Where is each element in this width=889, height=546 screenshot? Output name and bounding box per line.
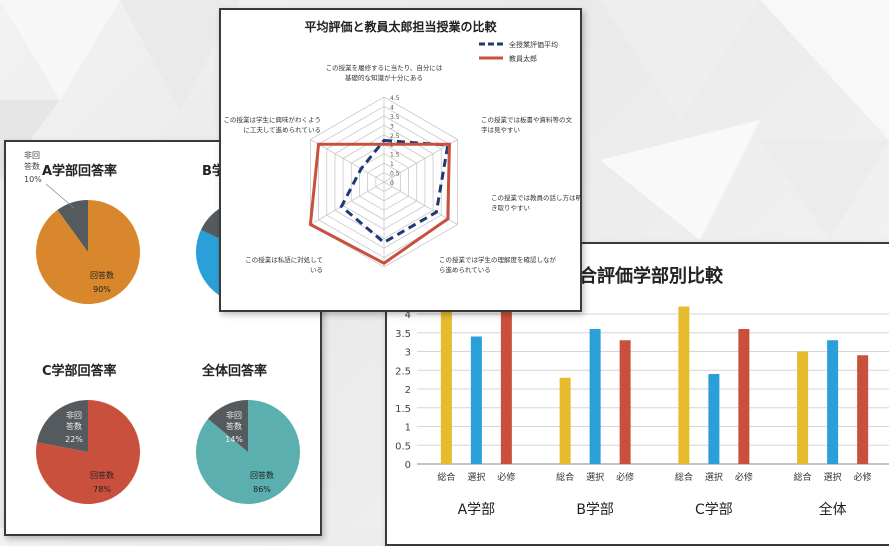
unanswered-label: 非回 bbox=[226, 410, 242, 420]
y-tick-label: 3.5 bbox=[395, 329, 411, 340]
bar bbox=[470, 336, 482, 464]
y-tick-label: 4 bbox=[405, 310, 411, 321]
group-label: A学部 bbox=[458, 502, 496, 518]
bar bbox=[827, 340, 839, 464]
leader-line bbox=[45, 183, 75, 209]
radar-axis-label: この授業では教員の話し方は明瞭で聞 bbox=[491, 193, 580, 202]
bar bbox=[440, 310, 452, 464]
radar-tick-label: 4.5 bbox=[390, 95, 400, 102]
unanswered-percent: 22% bbox=[65, 435, 83, 444]
category-label: 総合 bbox=[437, 471, 455, 483]
bar bbox=[857, 355, 869, 464]
radar-axis-label: 字は見やすい bbox=[481, 125, 520, 134]
radar-series-line bbox=[308, 142, 451, 265]
pie-slice-unanswered bbox=[57, 200, 88, 252]
radar-tick-label: 0 bbox=[390, 180, 394, 187]
bar bbox=[678, 306, 690, 464]
radar-spoke bbox=[383, 181, 458, 225]
bar bbox=[500, 310, 512, 464]
group-label: 全体 bbox=[819, 501, 847, 518]
bar bbox=[619, 340, 631, 464]
unanswered-label-2: 答数 bbox=[226, 421, 242, 431]
answered-percent: 78% bbox=[93, 485, 111, 494]
pie-title-c: C学部回答率 bbox=[42, 364, 117, 379]
category-label: 総合 bbox=[556, 471, 574, 483]
radar-axis-label: ら進められている bbox=[439, 265, 491, 274]
legend-label: 教員太郎 bbox=[509, 54, 537, 63]
radar-axis-label: き取りやすい bbox=[491, 204, 530, 212]
answered-percent: 90% bbox=[93, 285, 111, 294]
radar-axis-label: に工夫して進められている bbox=[243, 125, 321, 134]
y-tick-label: 2 bbox=[405, 385, 411, 396]
radar-axis-label: この授業は私語に対処して bbox=[245, 255, 323, 264]
unanswered-label: 非回 bbox=[66, 410, 82, 420]
unanswered-label-2: 答数 bbox=[66, 421, 82, 431]
radar-tick-label: 3.5 bbox=[390, 114, 400, 121]
bar bbox=[708, 374, 720, 464]
pie-title-all: 全体回答率 bbox=[202, 364, 268, 379]
category-label: 必修 bbox=[854, 471, 872, 483]
y-tick-label: 0 bbox=[405, 460, 411, 471]
radar-series-line bbox=[339, 138, 450, 245]
radar-axis-label: この授業では板書や資料等の文 bbox=[481, 115, 573, 124]
radar-spoke bbox=[383, 139, 458, 183]
y-tick-label: 2.5 bbox=[395, 366, 411, 377]
category-label: 選択 bbox=[824, 471, 842, 483]
category-label: 選択 bbox=[467, 471, 485, 483]
y-tick-label: 3 bbox=[405, 348, 411, 359]
pie-slice-unanswered bbox=[36, 400, 88, 452]
category-label: 総合 bbox=[794, 471, 812, 483]
radar-axis-label: この授業を履修するに当たり、自分には bbox=[326, 63, 443, 72]
category-label: 必修 bbox=[497, 471, 515, 483]
radar-tick-label: 0.5 bbox=[390, 171, 400, 178]
radar-axis-label: この授業では学生の理解度を確認しなが bbox=[439, 255, 557, 264]
unanswered-label: 非回 bbox=[24, 150, 40, 160]
answered-label: 回答数 bbox=[250, 470, 274, 480]
category-label: 選択 bbox=[586, 471, 604, 483]
unanswered-percent: 10% bbox=[24, 175, 42, 184]
radar-spoke bbox=[310, 139, 385, 183]
radar-chart: 00.511.522.533.544.5この授業を履修するに当たり、自分には基礎… bbox=[224, 40, 581, 274]
group-label: C学部 bbox=[695, 502, 733, 518]
bar bbox=[559, 377, 571, 464]
bar-chart-title: 合評価学部別比較 bbox=[579, 266, 723, 287]
radar-chart-card: 平均評価と教員太郎担当授業の比較 0 0.5 1 1.5 2 2.5 3 3.5 4 4.5 この授… bbox=[219, 8, 582, 312]
bar bbox=[738, 329, 750, 464]
radar-tick-label: 1 bbox=[390, 161, 394, 168]
y-tick-label: 1 bbox=[405, 423, 411, 434]
unanswered-label-2: 答数 bbox=[24, 161, 40, 171]
radar-chart-title: 平均評価と教員太郎担当授業の比較 bbox=[304, 20, 497, 34]
unanswered-percent: 14% bbox=[225, 435, 243, 444]
answered-label: 回答数 bbox=[90, 270, 114, 280]
y-tick-label: 0.5 bbox=[395, 441, 411, 452]
category-label: 選択 bbox=[705, 471, 723, 483]
pie-slice-unanswered bbox=[207, 400, 248, 452]
category-label: 必修 bbox=[735, 471, 753, 483]
answered-percent: 86% bbox=[253, 485, 271, 494]
category-label: 必修 bbox=[616, 471, 634, 483]
bar bbox=[589, 329, 601, 464]
group-label: B学部 bbox=[576, 502, 614, 518]
pie-slice-answered bbox=[35, 200, 140, 304]
radar-tick-label: 4 bbox=[390, 104, 394, 111]
bar bbox=[797, 351, 809, 464]
answered-label: 回答数 bbox=[90, 470, 114, 480]
legend-label: 全授業評価平均 bbox=[509, 40, 558, 49]
bar-chart: 00.511.522.533.54総合 選択 必修A学部総合 選択 必修B学部総合 選択必… bbox=[395, 306, 889, 518]
radar-axis-label: 基礎的な知識が十分にある bbox=[345, 73, 423, 82]
radar-tick-label: 1.5 bbox=[390, 152, 400, 159]
radar-axis-label: いる bbox=[310, 266, 323, 274]
y-tick-label: 1.5 bbox=[395, 404, 411, 415]
radar-tick-label: 2.5 bbox=[390, 133, 400, 140]
pie-title-a: A学部回答率 bbox=[42, 164, 118, 179]
radar-tick-label: 3 bbox=[390, 123, 394, 130]
category-label: 総合 bbox=[675, 471, 693, 483]
radar-spoke bbox=[310, 181, 385, 225]
radar-axis-label: この授業は学生に興味がわくよう bbox=[224, 115, 322, 124]
